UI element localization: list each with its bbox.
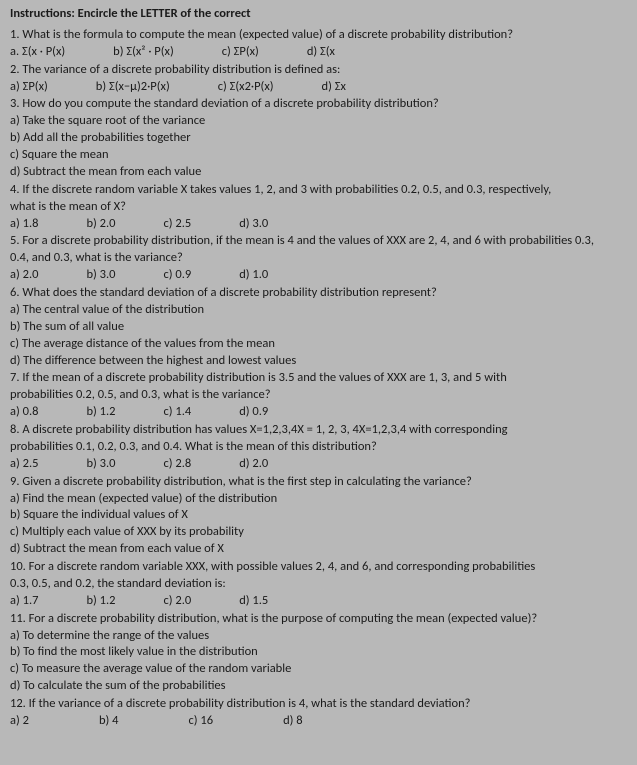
q2-b: b) Σ(x−μ)2·P(x) xyxy=(96,79,170,96)
q6-d: d) The difference between the highest an… xyxy=(10,353,627,370)
q2-d: d) Σx xyxy=(322,79,346,96)
q5-stem2: 0.4, and 0.3, what is the variance? xyxy=(10,250,627,267)
q10-options: a) 1.7 b) 1.2 c) 2.0 d) 1.5 xyxy=(10,593,627,610)
page: Instructions: Encircle the LETTER of the… xyxy=(0,0,637,740)
q4-a: a) 1.8 xyxy=(10,216,38,233)
q1-b: b) Σ(x² · P(x) xyxy=(113,44,174,61)
q4-options: a) 1.8 b) 2.0 c) 2.5 d) 3.0 xyxy=(10,216,627,233)
q5-b: b) 3.0 xyxy=(86,267,115,284)
q11-a: a) To determine the range of the values xyxy=(10,628,627,645)
q5-a: a) 2.0 xyxy=(10,267,38,284)
q1-d: d) Σ(x xyxy=(307,44,335,61)
q1-options: a. Σ(x · P(x) b) Σ(x² · P(x) c) ΣP(x) d)… xyxy=(10,44,627,61)
q4-stem1: 4. If the discrete random variable X tak… xyxy=(10,182,627,199)
q10-d: d) 1.5 xyxy=(239,593,268,610)
q10-c: c) 2.0 xyxy=(163,593,191,610)
q5-stem1: 5. For a discrete probability distributi… xyxy=(10,233,627,250)
q2-c: c) Σ(x2·P(x) xyxy=(218,79,274,96)
q8-b: b) 3.0 xyxy=(86,456,115,473)
q7-b: b) 1.2 xyxy=(86,404,115,421)
q3-c: c) Square the mean xyxy=(10,147,627,164)
q12-options: a) 2 b) 4 c) 16 d) 8 xyxy=(10,713,627,730)
q2-options: a) ΣP(x) b) Σ(x−μ)2·P(x) c) Σ(x2·P(x) d)… xyxy=(10,79,627,96)
q3-stem: 3. How do you compute the standard devia… xyxy=(10,96,627,113)
q12-b: b) 4 xyxy=(99,713,119,730)
q6-stem: 6. What does the standard deviation of a… xyxy=(10,285,627,302)
q9-c: c) Multiply each value of XXX by its pro… xyxy=(10,524,627,541)
q4-b: b) 2.0 xyxy=(86,216,115,233)
q10-stem1: 10. For a discrete random variable XXX, … xyxy=(10,559,627,576)
q4-stem2: what is the mean of X? xyxy=(10,199,627,216)
q7-d: d) 0.9 xyxy=(239,404,268,421)
q8-stem1: 8. A discrete probability distribution h… xyxy=(10,422,627,439)
q12-c: c) 16 xyxy=(188,713,213,730)
q5-c: c) 0.9 xyxy=(163,267,191,284)
q6-b: b) The sum of all value xyxy=(10,319,627,336)
q8-a: a) 2.5 xyxy=(10,456,38,473)
q11-b: b) To find the most likely value in the … xyxy=(10,644,627,661)
q3-d: d) Subtract the mean from each value xyxy=(10,164,627,181)
q5-d: d) 1.0 xyxy=(239,267,268,284)
q7-stem2: probabilities 0.2, 0.5, and 0.3, what is… xyxy=(10,387,627,404)
q9-b: b) Square the individual values of X xyxy=(10,507,627,524)
q7-c: c) 1.4 xyxy=(163,404,191,421)
q8-options: a) 2.5 b) 3.0 c) 2.8 d) 2.0 xyxy=(10,456,627,473)
q5-options: a) 2.0 b) 3.0 c) 0.9 d) 1.0 xyxy=(10,267,627,284)
q11-d: d) To calculate the sum of the probabili… xyxy=(10,678,627,695)
q12-d: d) 8 xyxy=(283,713,303,730)
q9-d: d) Subtract the mean from each value of … xyxy=(10,541,627,558)
q4-c: c) 2.5 xyxy=(163,216,191,233)
q1-stem: 1. What is the formula to compute the me… xyxy=(10,27,627,44)
q11-c: c) To measure the average value of the r… xyxy=(10,661,627,678)
instructions-line: Instructions: Encircle the LETTER of the… xyxy=(10,6,627,23)
q6-a: a) The central value of the distribution xyxy=(10,302,627,319)
q9-a: a) Find the mean (expected value) of the… xyxy=(10,491,627,508)
q11-stem: 11. For a discrete probability distribut… xyxy=(10,611,627,628)
q1-c: c) ΣP(x) xyxy=(222,44,259,61)
q7-options: a) 0.8 b) 1.2 c) 1.4 d) 0.9 xyxy=(10,404,627,421)
q1-a: a. Σ(x · P(x) xyxy=(10,44,65,61)
q7-a: a) 0.8 xyxy=(10,404,38,421)
q8-c: c) 2.8 xyxy=(163,456,191,473)
q2-stem: 2. The variance of a discrete probabilit… xyxy=(10,62,627,79)
q10-a: a) 1.7 xyxy=(10,593,38,610)
q2-a: a) ΣP(x) xyxy=(10,79,48,96)
q4-d: d) 3.0 xyxy=(239,216,268,233)
q7-stem1: 7. If the mean of a discrete probability… xyxy=(10,370,627,387)
q3-b: b) Add all the probabilities together xyxy=(10,130,627,147)
q10-stem2: 0.3, 0.5, and 0.2, the standard deviatio… xyxy=(10,576,627,593)
q8-d: d) 2.0 xyxy=(239,456,268,473)
q12-stem: 12. If the variance of a discrete probab… xyxy=(10,696,627,713)
q9-stem: 9. Given a discrete probability distribu… xyxy=(10,474,627,491)
q12-a: a) 2 xyxy=(10,713,29,730)
q8-stem2: probabilities 0.1, 0.2, 0.3, and 0.4. Wh… xyxy=(10,439,627,456)
q3-a: a) Take the square root of the variance xyxy=(10,113,627,130)
q10-b: b) 1.2 xyxy=(86,593,115,610)
q6-c: c) The average distance of the values fr… xyxy=(10,336,627,353)
